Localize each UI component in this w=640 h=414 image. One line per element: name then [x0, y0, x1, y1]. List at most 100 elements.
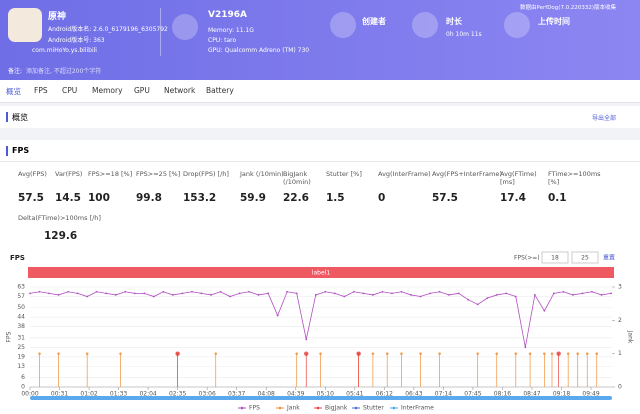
event-dot [419, 352, 422, 355]
y-tick-label: 50 [17, 304, 25, 311]
fps-point [286, 290, 289, 293]
y-tick-label: 63 [17, 284, 25, 291]
fps-point [600, 294, 603, 296]
note-input[interactable]: 添加备注, 不超过200个字符 [26, 68, 102, 75]
fps-point [419, 295, 422, 298]
event-dot [175, 351, 180, 356]
threshold-label: FPS(>=) [514, 255, 540, 262]
fps-point [333, 292, 336, 295]
event-dot [566, 352, 570, 355]
x-tick-label: 08:47 [523, 391, 540, 398]
package: com.miHoYo.ys.bilibili [32, 47, 97, 54]
stat-label: Drop(FPS) [/h] [183, 170, 229, 178]
tab[interactable]: Network [164, 86, 196, 95]
cpu: CPU: taro [208, 37, 237, 44]
stat-value: 99.8 [136, 192, 162, 204]
fps-point [76, 292, 79, 295]
fps-point [610, 292, 612, 295]
event-dot [438, 352, 441, 355]
event-dot [595, 352, 599, 355]
x-tick-label: 06:43 [405, 391, 422, 398]
x-tick-label: 05:10 [317, 391, 334, 398]
tab[interactable]: CPU [62, 86, 78, 95]
event-dot [304, 351, 309, 356]
fps-point [171, 294, 174, 296]
fps-point [305, 338, 308, 341]
x-tick-label: 07:45 [464, 391, 481, 398]
stat-label: Avg(InterFrame) [378, 170, 431, 178]
fps-point [457, 292, 460, 295]
stat-label: Stutter [%] [326, 170, 362, 178]
event-dot [528, 352, 532, 355]
fps-point [495, 294, 498, 296]
fps-point [295, 292, 298, 295]
tab[interactable]: Memory [92, 86, 123, 95]
stat-label: Delta(FTime)>100ms [/h] [18, 214, 101, 222]
event-dot [550, 352, 554, 355]
fps-point [372, 294, 374, 296]
stat-value: 17.4 [500, 192, 526, 204]
tab[interactable]: 概览 [6, 87, 21, 96]
threshold-value: 18 [551, 255, 559, 262]
y2-tick-label: 1 [618, 350, 622, 357]
event-dot [385, 352, 389, 355]
x-tick-label: 02:35 [169, 391, 186, 398]
legend-label: BigJank [325, 405, 348, 412]
x-tick-label: 06:12 [376, 391, 393, 398]
fps-point [276, 314, 279, 317]
tab-bar: 概览 FPS CPU Memory GPU Network Battery [0, 80, 640, 103]
fps-point [248, 290, 250, 293]
chart-title: FPS [10, 254, 25, 262]
stat-label: Avg(FPS+InterFrame) [432, 170, 502, 178]
fps-point [114, 294, 117, 296]
fps-point [562, 290, 565, 293]
x-tick-label: 04:08 [258, 391, 275, 398]
stat-label: FPS>=18 [%] [88, 170, 133, 178]
export-button[interactable]: 导出全部 [592, 115, 617, 122]
x-tick-label: 02:04 [139, 391, 156, 398]
legend-dot [278, 406, 282, 410]
event-dot [295, 352, 299, 355]
version-name: Android版本名: 2.6.0_6179196_6305792 [48, 26, 168, 33]
memory: Memory: 11.1G [208, 27, 254, 34]
fps-point [429, 292, 431, 295]
stat-label: Avg(FTime) [ms] [500, 170, 537, 186]
event-dot [371, 352, 375, 355]
legend-dot [392, 406, 396, 410]
device: V2196A [208, 10, 247, 20]
overview-panel: 概览 导出全部 [0, 106, 640, 128]
threshold-input[interactable] [541, 251, 569, 264]
event-dot [85, 352, 89, 355]
note-label: 备注: [8, 68, 23, 75]
event-dot [495, 352, 499, 355]
fps-point [95, 290, 98, 293]
fps-point [143, 292, 146, 295]
fps-point [133, 292, 136, 295]
label-bar [28, 267, 614, 278]
fps-point [552, 292, 555, 295]
scrollbar[interactable] [30, 396, 612, 400]
tab[interactable]: FPS [34, 86, 48, 95]
event-dot [38, 352, 41, 355]
stat-label: FTime>=100ms [%] [548, 170, 601, 186]
upload-icon [504, 12, 530, 38]
fps-point [105, 292, 108, 295]
duration-icon [412, 12, 438, 38]
fps-point [219, 290, 222, 293]
fps-point [476, 303, 479, 306]
x-tick-label: 03:37 [228, 391, 245, 398]
tab[interactable]: Battery [206, 86, 234, 95]
fps-point [48, 292, 50, 295]
y-tick-label: 31 [17, 334, 25, 341]
stat-label: FPS>=25 [%] [136, 170, 181, 178]
legend-label: Jank [286, 405, 300, 412]
y-tick-label: 44 [17, 314, 25, 321]
tab[interactable]: GPU [134, 86, 150, 95]
fps-point [267, 292, 270, 295]
threshold-input[interactable] [571, 251, 599, 264]
reset-button[interactable]: 重置 [603, 254, 615, 262]
device-icon [172, 14, 198, 40]
legend-label: Stutter [363, 405, 384, 412]
fps-point [191, 290, 193, 293]
fps-line [29, 291, 612, 348]
